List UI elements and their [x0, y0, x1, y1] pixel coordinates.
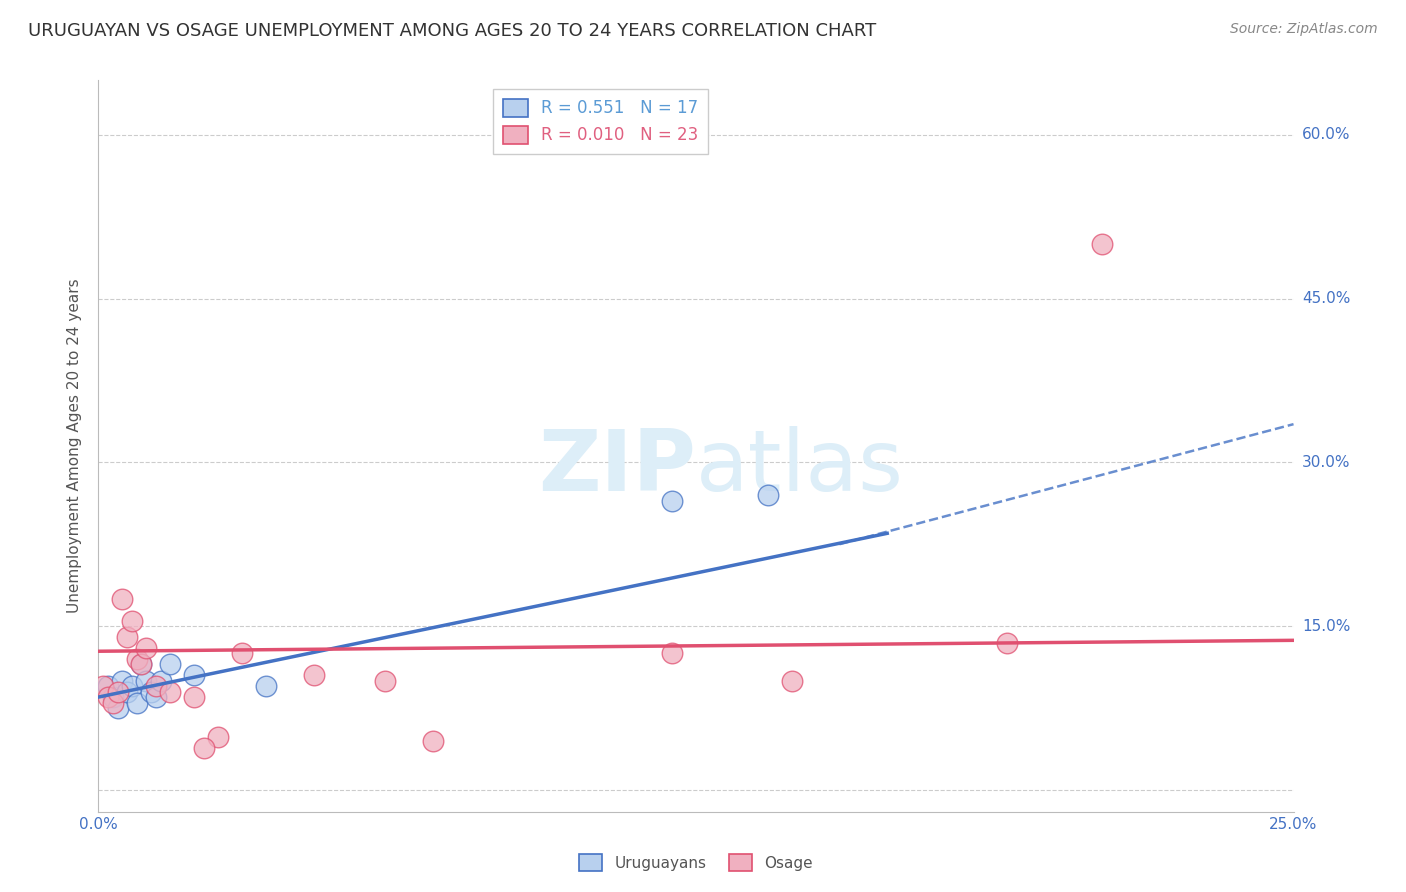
- Point: [131, 657, 153, 672]
- Point: [135, 673, 157, 688]
- Text: URUGUAYAN VS OSAGE UNEMPLOYMENT AMONG AGES 20 TO 24 YEARS CORRELATION CHART: URUGUAYAN VS OSAGE UNEMPLOYMENT AMONG AG…: [28, 22, 876, 40]
- Point: [254, 679, 277, 693]
- Point: [193, 741, 215, 756]
- Point: [302, 668, 325, 682]
- Point: [101, 690, 124, 704]
- Point: [661, 647, 683, 661]
- Point: [121, 614, 143, 628]
- Y-axis label: Unemployment Among Ages 20 to 24 years: Unemployment Among Ages 20 to 24 years: [67, 278, 83, 614]
- Point: [111, 673, 134, 688]
- Point: [139, 684, 162, 698]
- Point: [159, 684, 181, 698]
- Text: 15.0%: 15.0%: [1302, 619, 1350, 633]
- Point: [145, 679, 167, 693]
- Point: [97, 690, 120, 704]
- Point: [374, 673, 396, 688]
- Point: [1091, 237, 1114, 252]
- Point: [107, 701, 129, 715]
- Point: [125, 652, 148, 666]
- Point: [780, 673, 803, 688]
- Point: [107, 684, 129, 698]
- Point: [149, 673, 172, 688]
- Point: [995, 635, 1018, 649]
- Point: [159, 657, 181, 672]
- Point: [115, 630, 138, 644]
- Text: 30.0%: 30.0%: [1302, 455, 1350, 470]
- Point: [422, 733, 444, 747]
- Point: [97, 679, 120, 693]
- Point: [145, 690, 167, 704]
- Text: ZIP: ZIP: [538, 426, 696, 509]
- Point: [135, 640, 157, 655]
- Text: 60.0%: 60.0%: [1302, 128, 1350, 143]
- Legend: Uruguayans, Osage: Uruguayans, Osage: [574, 848, 818, 877]
- Point: [131, 657, 153, 672]
- Text: atlas: atlas: [696, 426, 904, 509]
- Text: 45.0%: 45.0%: [1302, 291, 1350, 306]
- Point: [125, 696, 148, 710]
- Text: Source: ZipAtlas.com: Source: ZipAtlas.com: [1230, 22, 1378, 37]
- Point: [121, 679, 143, 693]
- Point: [756, 488, 779, 502]
- Point: [183, 668, 205, 682]
- Point: [101, 696, 124, 710]
- Point: [231, 647, 253, 661]
- Point: [183, 690, 205, 704]
- Point: [661, 493, 683, 508]
- Point: [115, 684, 138, 698]
- Point: [207, 731, 229, 745]
- Point: [91, 679, 114, 693]
- Point: [111, 591, 134, 606]
